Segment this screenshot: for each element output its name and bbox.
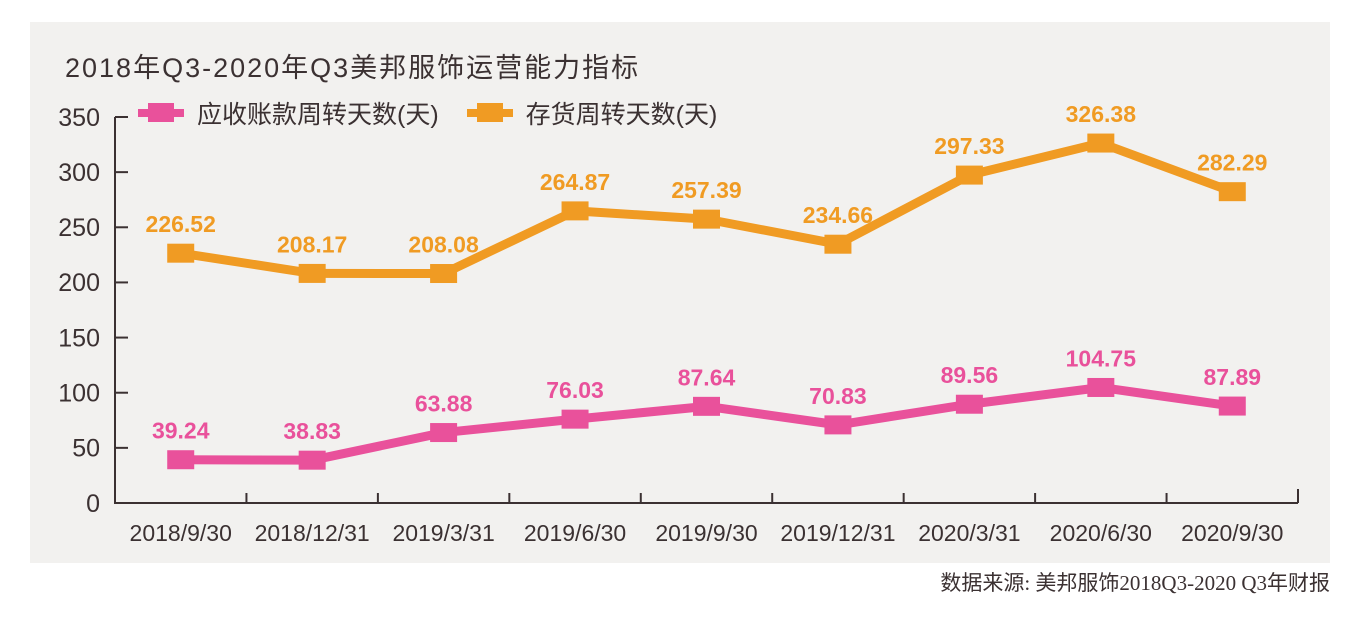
data-point-marker [430, 264, 458, 284]
data-label: 234.66 [803, 202, 873, 228]
data-label: 70.83 [809, 383, 867, 409]
data-label: 326.38 [1066, 101, 1137, 127]
data-point-marker [167, 450, 195, 470]
y-axis-tick-label: 250 [58, 214, 100, 242]
y-axis-tick-label: 300 [58, 159, 100, 187]
chart-canvas: 0 50 100 150 200 250 300 350 2018/9/30 2018/12/31… [58, 101, 1299, 546]
legend-item-receivable-days: 应收账款周转天数(天) [138, 98, 439, 129]
x-axis-tick-label: 2019/9/30 [655, 520, 757, 546]
legend-label: 存货周转天数(天) [525, 101, 718, 129]
y-axis-tick-label: 50 [72, 435, 100, 463]
x-axis-tick-label: 2018/9/30 [130, 520, 232, 546]
data-point-marker [955, 165, 983, 185]
x-axis-tick-label: 2020/3/31 [918, 520, 1020, 546]
line-square-marker-icon [138, 103, 184, 123]
x-axis-tick-label: 2018/12/31 [255, 520, 370, 546]
data-label: 87.64 [678, 364, 736, 390]
data-point-marker [430, 423, 458, 443]
data-label: 208.08 [408, 232, 479, 258]
legend-item-inventory-days: 存货周转天数(天) [466, 98, 718, 129]
x-axis-tick-label: 2020/9/30 [1181, 520, 1283, 546]
data-label: 208.17 [277, 231, 347, 257]
data-point-marker [955, 394, 983, 414]
x-axis-tick-label: 2019/6/30 [524, 520, 626, 546]
data-point-marker [1087, 133, 1115, 153]
x-axis-tick-label: 2019/3/31 [392, 520, 494, 546]
data-point-marker [693, 396, 720, 416]
data-label: 38.83 [283, 418, 341, 444]
data-point-marker [1087, 377, 1115, 397]
data-label: 87.89 [1203, 364, 1261, 390]
data-point-marker [298, 263, 326, 283]
legend: 应收账款周转天数(天) 存货周转天数(天) [138, 98, 718, 129]
data-label: 282.29 [1197, 150, 1267, 176]
axes [114, 117, 1298, 504]
source-note: 数据来源: 美邦服饰2018Q3-2020 Q3年财报 [940, 571, 1330, 595]
data-label: 297.33 [934, 133, 1004, 159]
y-axis-tick-label: 350 [58, 104, 100, 132]
line-square-marker-icon [466, 103, 513, 123]
data-point-marker [298, 450, 326, 470]
y-axis-tick-label: 0 [86, 490, 100, 518]
data-label: 104.75 [1066, 345, 1137, 371]
chart-title: 2018年Q3-2020年Q3美邦服饰运营能力指标 [65, 53, 641, 83]
data-point-marker [824, 234, 852, 254]
legend-square [476, 103, 503, 122]
data-point-marker [1218, 182, 1246, 202]
chart-panel: 2018年Q3-2020年Q3美邦服饰运营能力指标 应收账款周转天数(天) 存货… [30, 22, 1330, 563]
legend-label: 应收账款周转天数(天) [197, 101, 439, 129]
legend-square [148, 103, 174, 122]
data-point-marker [167, 243, 195, 263]
data-label: 63.88 [415, 391, 473, 417]
data-label: 39.24 [152, 418, 210, 444]
data-point-marker [824, 415, 852, 435]
x-axis-tick-label: 2019/12/31 [780, 520, 895, 546]
data-label: 264.87 [540, 169, 610, 195]
data-label: 89.56 [941, 362, 999, 388]
data-point-marker [561, 409, 589, 429]
x-axis-tick-label: 2020/6/30 [1050, 520, 1152, 546]
y-axis-tick-label: 100 [58, 379, 100, 407]
data-point-marker [561, 201, 589, 221]
y-axis-tick-label: 150 [58, 324, 100, 352]
y-axis-tick-label: 200 [58, 269, 100, 297]
data-label: 76.03 [546, 377, 604, 403]
data-label: 226.52 [146, 211, 216, 237]
data-label: 257.39 [671, 177, 741, 203]
data-point-marker [693, 209, 720, 229]
data-point-marker [1218, 396, 1246, 416]
